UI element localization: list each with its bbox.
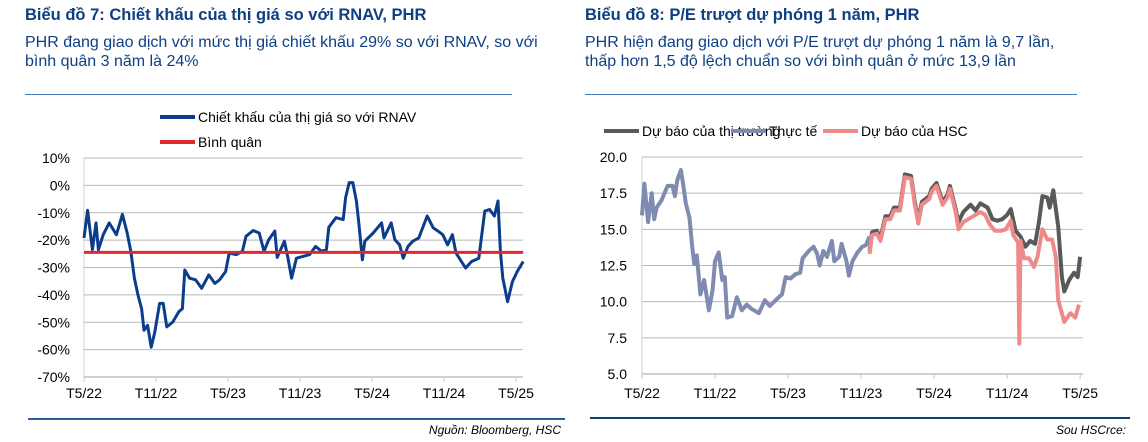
- left-source-note: Nguồn: Bloomberg, HSC: [428, 423, 561, 437]
- left-y-tick-label: -10%: [37, 205, 70, 221]
- left-y-tick-label: -60%: [37, 342, 70, 358]
- left-x-tick-label: T11/23: [279, 385, 322, 401]
- left-x-tick-label: T11/22: [135, 385, 178, 401]
- right-y-tick-label: 12.5: [600, 258, 627, 274]
- left-y-tick-label: -40%: [37, 287, 70, 303]
- right-chart-subtitle: PHR hiện đang giao dịch với P/E trượt dự…: [585, 34, 1055, 70]
- right-y-tick-label: 15.0: [600, 221, 627, 237]
- right-legend-label: Dự báo của thị trường: [642, 123, 780, 139]
- right-y-tick-label: 10.0: [600, 294, 627, 310]
- right-y-tick-label: 20.0: [600, 149, 627, 165]
- left-y-tick-label: 0%: [50, 177, 70, 193]
- left-y-tick-label: -30%: [37, 260, 70, 276]
- left-header-divider: [25, 94, 512, 95]
- left-x-tick-label: T11/24: [423, 385, 466, 401]
- left-chart-subtitle: PHR đang giao dịch với mức thị giá chiết…: [25, 34, 538, 70]
- left-y-tick-label: -20%: [37, 232, 70, 248]
- left-x-tick-label: T5/22: [66, 385, 102, 401]
- right-x-tick-label: T5/24: [916, 385, 952, 401]
- left-y-tick-label: -50%: [37, 314, 70, 330]
- right-x-tick-label: T5/25: [1062, 385, 1098, 401]
- left-x-tick-label: T5/25: [498, 385, 534, 401]
- left-legend-label: Chiết khấu của thị giá so với RNAV: [198, 109, 417, 125]
- left-y-tick-label: -70%: [37, 369, 70, 385]
- left-y-tick-label: 10%: [42, 150, 70, 166]
- right-legend-label: Dự báo của HSC: [861, 123, 968, 139]
- right-header-divider: [585, 94, 1077, 95]
- left-x-tick-label: T5/23: [210, 385, 246, 401]
- left-footer-divider: [28, 418, 565, 420]
- right-y-tick-label: 7.5: [608, 330, 628, 346]
- left-series-1-line: [82, 181, 525, 349]
- right-series-3-line: [867, 175, 1081, 346]
- right-y-tick-label: 5.0: [608, 366, 628, 382]
- right-source-note: Sou HSCrce:: [1055, 423, 1126, 437]
- left-chart-title: Biểu đồ 7: Chiết khấu của thị giá so với…: [25, 6, 427, 24]
- right-x-tick-label: T11/22: [694, 385, 737, 401]
- right-x-tick-label: T5/22: [624, 385, 660, 401]
- right-legend-label: Thực tế: [769, 123, 817, 139]
- left-legend-label: Bình quân: [198, 134, 262, 150]
- left-x-tick-label: T5/24: [354, 385, 390, 401]
- right-x-tick-label: T5/23: [770, 385, 806, 401]
- right-chart-title: Biểu đồ 8: P/E trượt dự phóng 1 năm, PHR: [585, 6, 920, 24]
- right-y-tick-label: 17.5: [600, 185, 627, 201]
- right-x-tick-label: T11/24: [986, 385, 1029, 401]
- right-series-2-line: [640, 168, 872, 320]
- right-x-tick-label: T11/23: [840, 385, 883, 401]
- right-footer-divider: [590, 417, 1130, 419]
